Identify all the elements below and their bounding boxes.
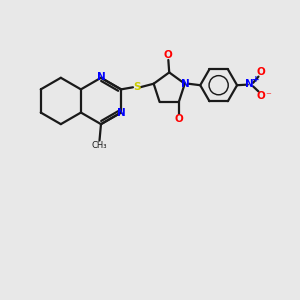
Text: N: N <box>245 79 254 89</box>
Text: N: N <box>117 108 126 118</box>
Text: N: N <box>181 79 189 89</box>
Text: S: S <box>133 82 140 92</box>
Text: ⁻: ⁻ <box>265 91 271 101</box>
Text: O: O <box>174 114 183 124</box>
Text: O: O <box>257 91 266 101</box>
Text: CH₃: CH₃ <box>92 141 107 150</box>
Text: O: O <box>164 50 173 61</box>
Text: +: + <box>252 75 260 84</box>
Text: N: N <box>97 72 105 82</box>
Text: O: O <box>257 67 266 77</box>
